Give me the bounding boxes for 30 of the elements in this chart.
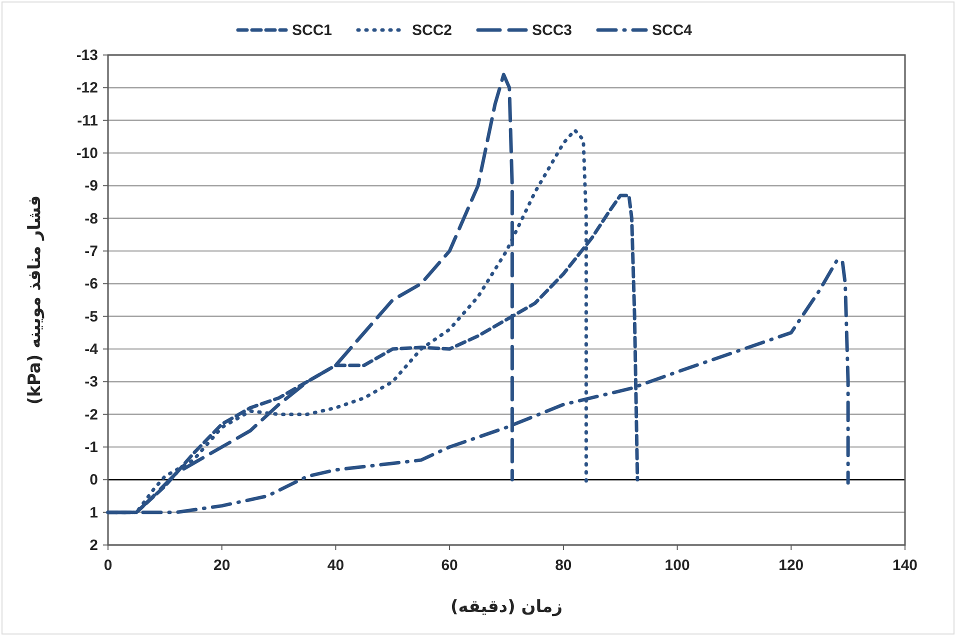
y-tick-label: 1 <box>90 504 98 522</box>
x-tick-label: 60 <box>441 557 458 574</box>
x-tick-label: 120 <box>778 557 804 574</box>
y-tick-label: -10 <box>76 145 98 162</box>
y-tick-label: 0 <box>90 472 98 489</box>
legend-label: SCC1 <box>292 22 332 39</box>
y-tick-label: -4 <box>84 341 99 358</box>
legend-label: SCC3 <box>532 22 572 39</box>
x-axis-title: زمان (دقیقه) <box>450 597 563 617</box>
x-tick-label: 0 <box>104 557 112 574</box>
y-axis-title: فشار منافذ مویینه (kPa) <box>25 195 45 405</box>
x-tick-label: 20 <box>214 557 230 574</box>
x-tick-label: 140 <box>892 557 918 574</box>
legend-label: SCC2 <box>412 22 452 39</box>
y-tick-label: -3 <box>84 374 98 391</box>
y-tick-label: 2 <box>90 537 98 554</box>
y-tick-label: -8 <box>84 210 98 228</box>
y-tick-label: -1 <box>84 439 98 456</box>
x-tick-label: 100 <box>664 557 690 574</box>
y-tick-label: -6 <box>84 276 98 293</box>
y-tick-label: -9 <box>84 178 98 195</box>
y-tick-label: -5 <box>84 308 98 326</box>
x-tick-label: 40 <box>327 557 344 574</box>
y-tick-label: -13 <box>76 47 98 64</box>
y-tick-label: -7 <box>84 243 98 260</box>
y-tick-label: -11 <box>77 112 98 130</box>
y-tick-label: -12 <box>76 80 98 97</box>
y-tick-label: -2 <box>84 406 98 424</box>
x-tick-label: 80 <box>555 557 572 574</box>
legend-label: SCC4 <box>652 22 693 39</box>
